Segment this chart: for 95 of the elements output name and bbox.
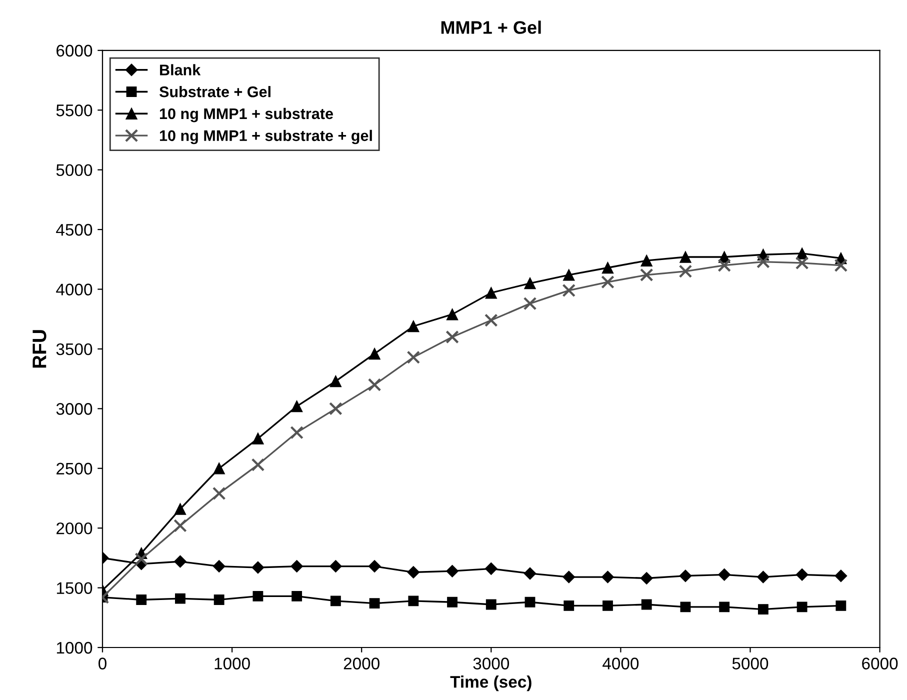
x-tick-label: 0 — [98, 658, 106, 670]
point — [524, 567, 536, 580]
point — [523, 296, 537, 310]
x-axis-title: Time (sec) — [450, 676, 532, 692]
x-tick-label: 2000 — [344, 658, 380, 670]
point — [484, 562, 498, 575]
legend-label: Substrate + Gel — [159, 86, 270, 98]
point — [796, 568, 808, 581]
y-axis-title: RFU — [32, 330, 46, 368]
point — [175, 593, 186, 604]
point — [134, 552, 148, 566]
chart-title: MMP1 + Gel — [441, 20, 541, 34]
point — [252, 590, 264, 602]
point — [601, 275, 614, 289]
point — [368, 378, 382, 392]
point — [446, 564, 459, 578]
point — [329, 560, 342, 573]
y-tick-label: 1500 — [56, 582, 92, 594]
point — [718, 258, 731, 272]
point — [836, 600, 846, 611]
y-tick-label: 4500 — [56, 224, 92, 236]
point — [408, 596, 419, 606]
x-tick-label: 3000 — [473, 658, 510, 670]
point — [719, 602, 730, 612]
point — [562, 284, 576, 298]
point — [602, 262, 614, 274]
point — [368, 560, 381, 573]
point — [562, 570, 576, 584]
point — [524, 596, 536, 608]
legend-label: 10 ng MMP1 + substrate — [160, 108, 333, 122]
point — [292, 590, 302, 602]
y-tick-label: 2000 — [56, 522, 92, 534]
y-tick-label: 6000 — [56, 44, 92, 57]
point — [252, 432, 264, 444]
point — [679, 570, 692, 582]
point — [680, 602, 691, 612]
point — [796, 602, 808, 612]
legend-label: Blank — [160, 64, 201, 76]
point — [834, 570, 848, 582]
y-tick-label: 4000 — [56, 284, 92, 296]
point — [212, 560, 226, 573]
point — [756, 255, 770, 268]
point — [369, 598, 380, 609]
point — [834, 258, 848, 272]
point — [640, 268, 654, 282]
point — [486, 599, 496, 610]
x-tick-label: 5000 — [732, 658, 768, 670]
point — [680, 251, 692, 263]
point — [136, 594, 147, 605]
point — [602, 600, 613, 611]
point — [678, 264, 692, 278]
point — [406, 350, 420, 364]
point — [640, 254, 653, 266]
point — [758, 604, 768, 614]
point — [213, 462, 225, 474]
point — [174, 555, 186, 568]
point — [174, 519, 187, 532]
point — [640, 572, 653, 584]
point — [212, 486, 226, 500]
point — [407, 566, 420, 579]
y-tick-label: 2500 — [56, 462, 92, 475]
y-tick-label: 3500 — [56, 343, 92, 356]
point — [408, 320, 420, 332]
point — [447, 596, 458, 608]
point — [484, 314, 498, 327]
point — [214, 594, 224, 605]
point — [251, 458, 265, 472]
y-tick-label: 3000 — [56, 403, 92, 415]
point — [330, 375, 342, 388]
y-tick-label: 5500 — [56, 104, 92, 116]
point — [368, 348, 380, 360]
point — [756, 570, 770, 584]
x-tick-label: 6000 — [862, 658, 898, 670]
point — [252, 561, 264, 574]
point — [330, 596, 341, 606]
point — [290, 400, 303, 412]
point — [329, 402, 342, 416]
point — [718, 568, 731, 581]
x-tick-label: 4000 — [602, 658, 639, 670]
point — [641, 599, 652, 610]
y-tick-label: 5000 — [56, 164, 92, 176]
point — [601, 570, 614, 584]
legend-label: 10 ng MMP1 + substrate + gel — [160, 130, 372, 144]
point — [562, 269, 575, 281]
point — [290, 560, 304, 573]
point — [446, 308, 458, 320]
point — [290, 426, 304, 440]
y-tick-label: 1000 — [56, 642, 92, 654]
point — [485, 286, 498, 299]
x-tick-label: 1000 — [214, 658, 250, 670]
point — [446, 330, 459, 344]
point — [174, 503, 186, 515]
point — [795, 256, 809, 270]
point — [524, 277, 536, 290]
point — [564, 600, 574, 611]
